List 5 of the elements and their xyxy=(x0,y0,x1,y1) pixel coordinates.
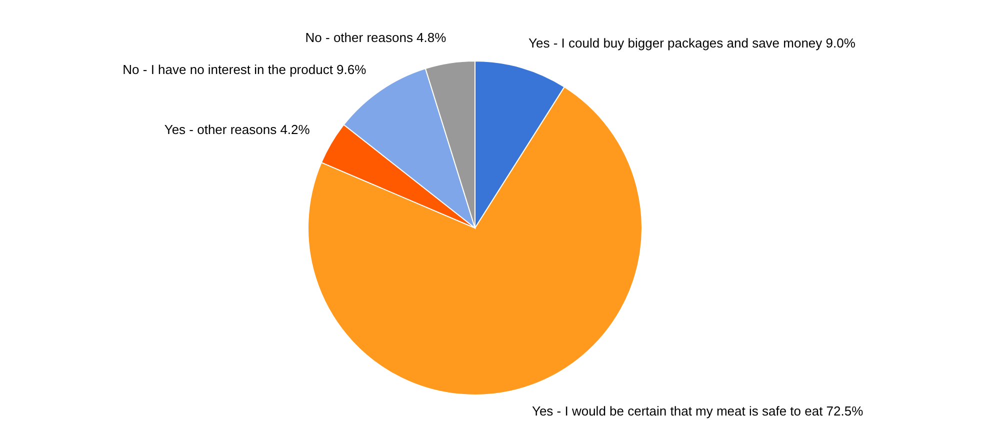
slice-label: No - other reasons 4.8% xyxy=(305,30,447,46)
slice-label: No - I have no interest in the product 9.6% xyxy=(122,62,367,77)
slice-label: Yes - I could buy bigger packages and save money 9.0% xyxy=(528,36,856,51)
slice-label: Yes - I would be certain that my meat is safe to eat 72.5% xyxy=(532,403,864,418)
slice-label: Yes - other reasons 4.2% xyxy=(164,122,310,138)
